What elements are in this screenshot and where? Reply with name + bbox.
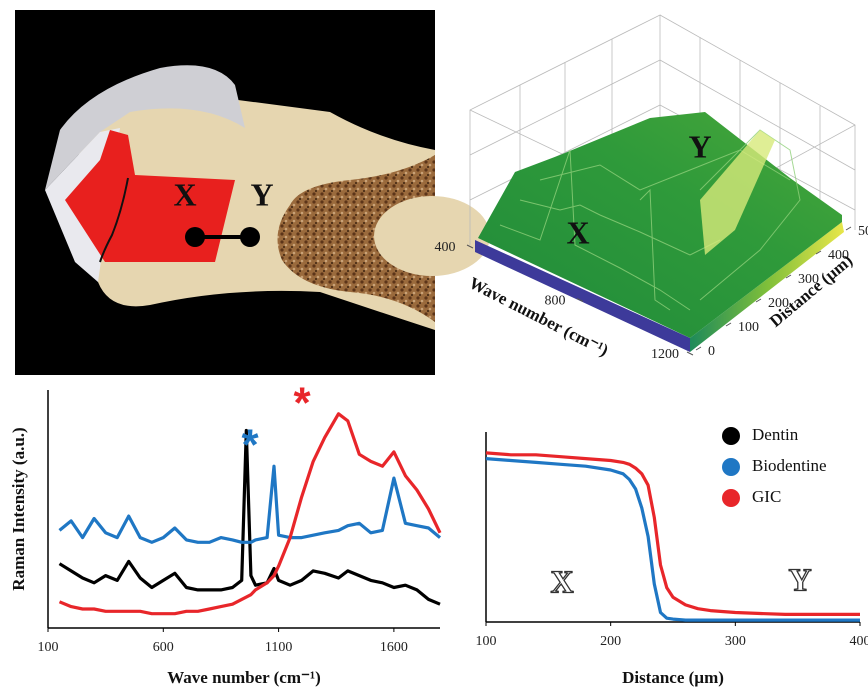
x-tick-label: 400 [435,240,456,255]
legend-label: GIC [752,487,781,506]
x-tick-label: 800 [545,294,566,309]
x-tick-label: 1100 [265,640,292,655]
legend-marker [722,427,740,445]
x-tick-label: 1600 [380,640,408,655]
x-tick-label: 200 [600,634,621,649]
label: X [173,176,196,212]
annotation: X [550,563,573,599]
x-tick-label: 600 [153,640,174,655]
label: Y [250,176,273,212]
dentin [374,196,490,276]
legend-marker [722,489,740,507]
x-tick-label: 300 [725,634,746,649]
annotation: Y [688,128,711,164]
x-tick-label: 100 [38,640,59,655]
annotation: * [241,421,259,470]
y-tick [726,323,731,326]
legend: Dentin Biodentine GIC [722,425,827,507]
tooth-illustration: X Y [15,10,490,375]
x-axis-title: Distance (µm) [622,668,724,687]
legend-label: Biodentine [752,456,827,475]
scan-point [185,227,205,247]
figure: X Y Dentin Biodentine GIC 400 800 1200 0 100 20… [0,0,868,692]
x-tick-label: 1200 [651,347,679,362]
x-tick [687,352,693,355]
y-tick [696,347,701,350]
legend-label: Dentin [752,425,799,444]
annotation: * [293,379,311,428]
y-tick [846,227,851,230]
y-axis-title: Raman Intensity (a.u.) [9,427,28,590]
y-tick-label: 500 [858,224,868,239]
annotation: X [566,214,589,250]
annotation: Y [788,561,811,597]
y-tick-label: 100 [738,320,759,335]
x-tick-label: 400 [850,634,868,649]
scan-point [240,227,260,247]
x-axis-title: Wave number (cm⁻¹) [167,668,321,687]
y-tick-label: 0 [708,344,715,359]
x-tick-label: 100 [476,634,497,649]
legend-marker [722,458,740,476]
